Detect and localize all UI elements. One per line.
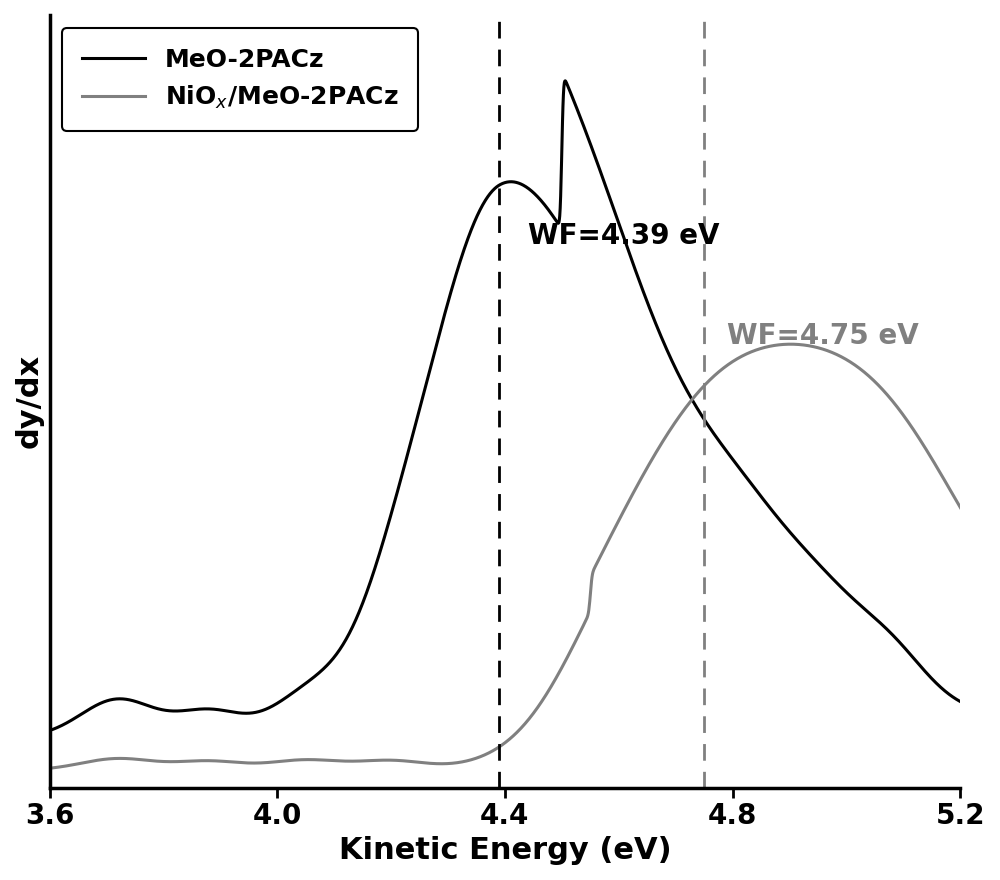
NiO$_x$/MeO-2PACz [770, 340, 782, 350]
Legend: MeO-2PACz, NiO$_x$/MeO-2PACz: MeO-2PACz, NiO$_x$/MeO-2PACz [62, 27, 418, 131]
NiO$_x$/MeO-2PACz [939, 475, 951, 486]
NiO$_x$/MeO-2PACz [492, 743, 504, 753]
NiO$_x$/MeO-2PACz [939, 476, 951, 487]
MeO-2PACz [939, 686, 951, 696]
NiO$_x$/MeO-2PACz [44, 763, 56, 774]
Text: WF=4.75 eV: WF=4.75 eV [727, 322, 919, 350]
Line: NiO$_x$/MeO-2PACz: NiO$_x$/MeO-2PACz [50, 344, 972, 768]
NiO$_x$/MeO-2PACz [966, 520, 978, 531]
MeO-2PACz [91, 700, 103, 710]
MeO-2PACz [939, 686, 951, 697]
Text: WF=4.39 eV: WF=4.39 eV [528, 222, 719, 250]
X-axis label: Kinetic Energy (eV): Kinetic Energy (eV) [339, 836, 671, 865]
NiO$_x$/MeO-2PACz [91, 755, 103, 766]
MeO-2PACz [966, 701, 978, 712]
MeO-2PACz [559, 76, 571, 86]
NiO$_x$/MeO-2PACz [785, 339, 797, 349]
MeO-2PACz [44, 725, 56, 736]
Y-axis label: dy/dx: dy/dx [15, 355, 44, 449]
MeO-2PACz [492, 180, 504, 191]
Line: MeO-2PACz: MeO-2PACz [50, 81, 972, 730]
NiO$_x$/MeO-2PACz [467, 754, 479, 765]
MeO-2PACz [467, 219, 479, 230]
MeO-2PACz [770, 510, 782, 521]
